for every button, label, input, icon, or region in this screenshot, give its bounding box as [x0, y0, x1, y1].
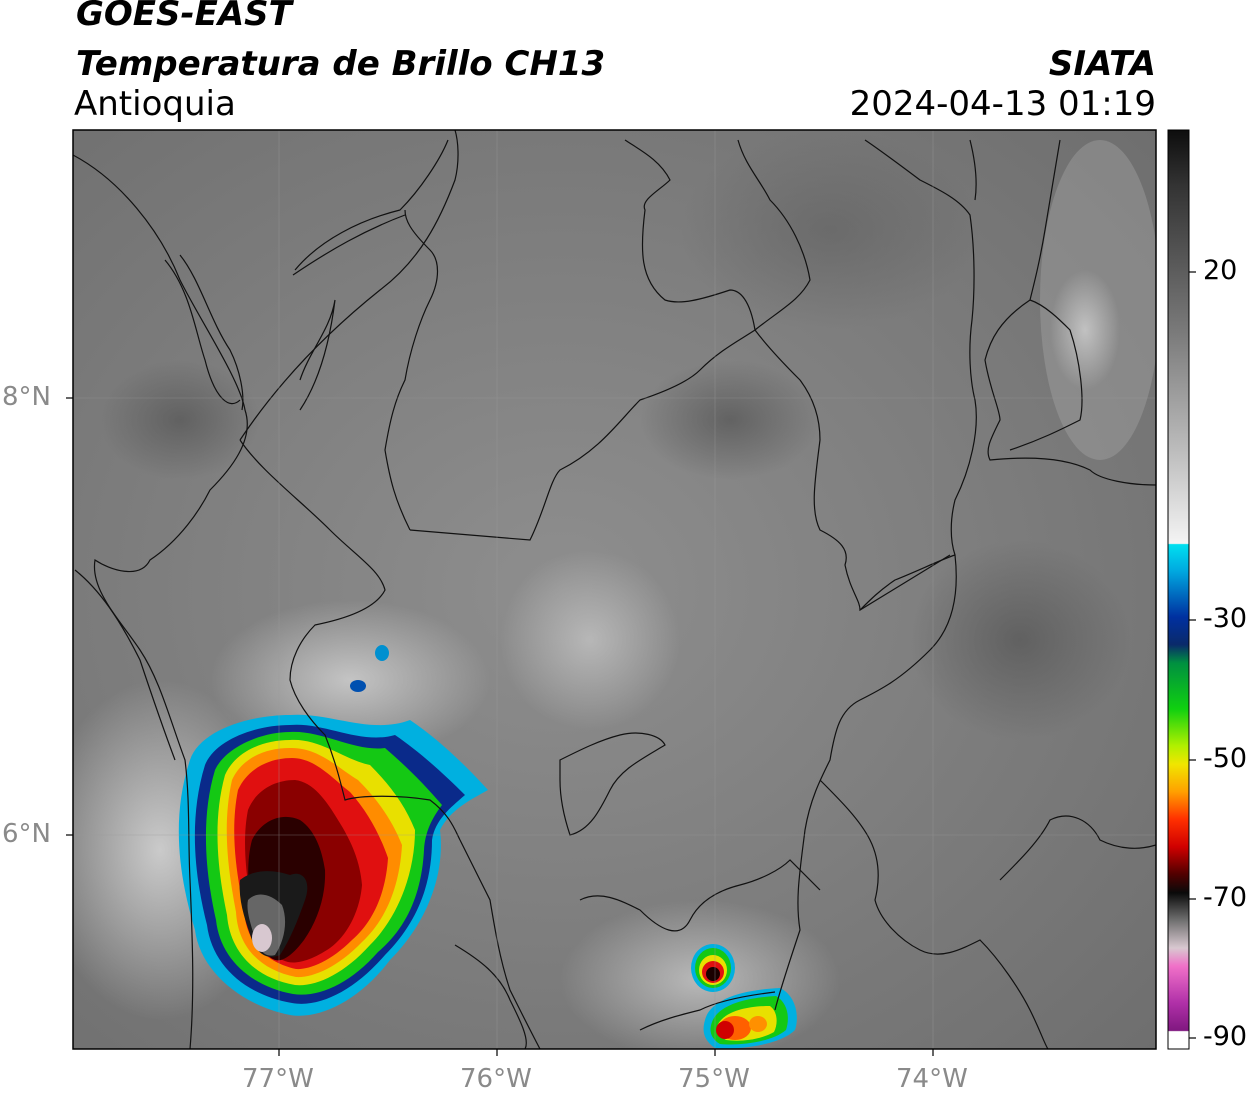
colorbar-tick-minus90: -90 [1203, 1021, 1248, 1052]
lon-label-75w: 75°W [678, 1064, 750, 1094]
colorbar [1167, 129, 1196, 1050]
colorbar-tick-minus70: -70 [1203, 882, 1248, 913]
axis-ticks [66, 397, 934, 1056]
convective-cell-small-1 [691, 944, 735, 992]
lon-label-77w: 77°W [242, 1064, 314, 1094]
map-frame [72, 129, 1157, 1050]
lon-label-74w: 74°W [896, 1064, 968, 1094]
colorbar-tick-minus30: -30 [1203, 603, 1248, 634]
colorbar-tick-20: 20 [1203, 255, 1238, 286]
political-boundaries [73, 130, 1156, 1049]
convective-cell-main [178, 714, 489, 1016]
map-field [73, 130, 1156, 1049]
convective-cell-small-2 [703, 988, 797, 1049]
lat-label-6n: 6°N [2, 819, 51, 849]
small-cloud-specks [350, 645, 389, 692]
product-title: Temperatura de Brillo CH13 [76, 44, 606, 84]
organization-label: SIATA [1048, 44, 1156, 84]
lat-label-8n: 8°N [2, 382, 51, 412]
lon-label-76w: 76°W [460, 1064, 532, 1094]
region-label: Antioquia [74, 84, 236, 124]
satellite-title: GOES-EAST [76, 0, 292, 34]
colorbar-tick-minus50: -50 [1203, 743, 1248, 774]
timestamp-label: 2024-04-13 01:19 [849, 84, 1156, 124]
graticule [73, 130, 1156, 1049]
